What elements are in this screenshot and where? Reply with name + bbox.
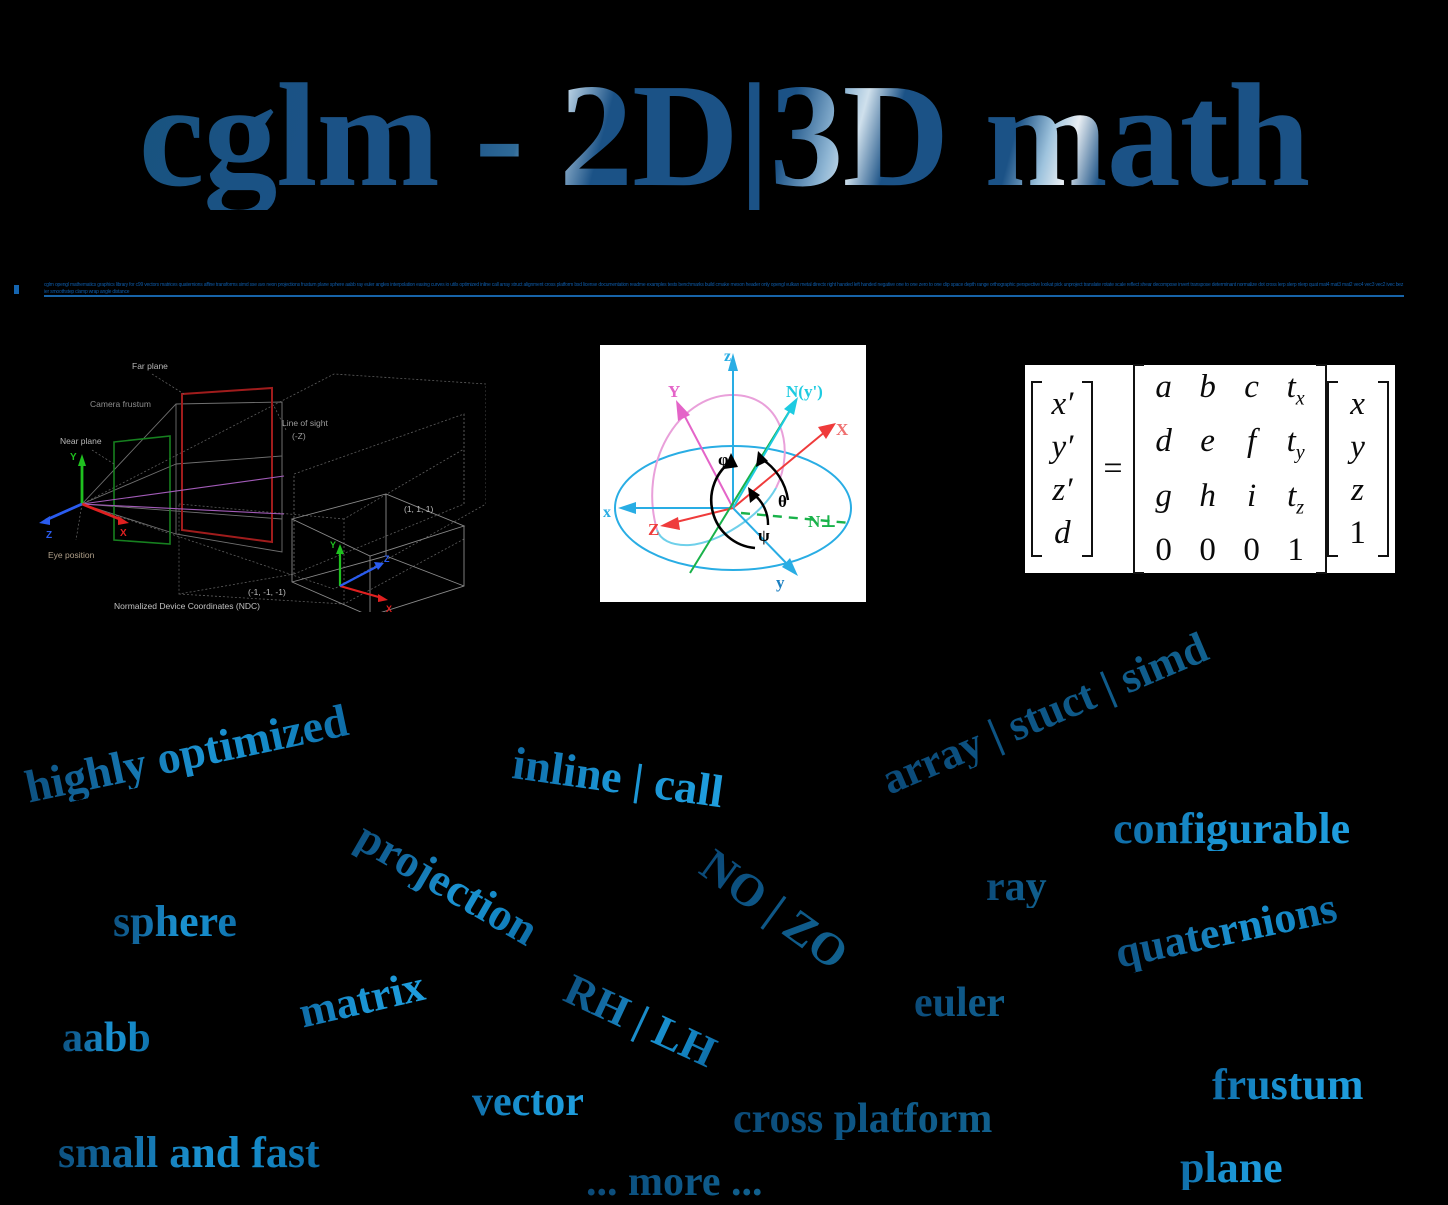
matrix-cell: x′ xyxy=(1051,386,1074,422)
feature-word-cloud: highly optimized inline | call array | stu… xyxy=(0,615,1448,1205)
separator: cglm opengl mathematics graphics library… xyxy=(0,282,1448,300)
wordcloud-tag: configurable xyxy=(1113,804,1351,853)
euler-svg: z x y Y X Z N(y') N⊥ φ θ ψ xyxy=(600,345,866,602)
matrix-cell: i xyxy=(1247,477,1257,514)
label-axis-z: Z xyxy=(46,530,52,541)
matrix-cell: c xyxy=(1244,368,1259,405)
result-vector-bracket: x′ y′ z′ d xyxy=(1031,381,1094,557)
wordcloud-tag: projection xyxy=(347,810,548,956)
wordcloud-tag: cross platform xyxy=(733,1096,993,1142)
label-fixed-z: z xyxy=(724,348,731,365)
frustum-svg: Far plane Camera frustum Near plane Line… xyxy=(39,361,486,612)
wordcloud-tag: frustum xyxy=(1212,1060,1364,1109)
label-body-X: X xyxy=(836,420,849,439)
wordcloud-tag: highly optimized xyxy=(20,694,353,813)
matrix-cell: y′ xyxy=(1051,429,1074,465)
matrix-cell: ty xyxy=(1286,423,1305,464)
separator-bullet-icon xyxy=(14,285,19,294)
wordcloud-tag: sphere xyxy=(113,897,237,946)
label-angle-theta: θ xyxy=(778,492,787,511)
label-eye-position: Eye position xyxy=(48,550,95,560)
separator-rule xyxy=(44,295,1404,297)
matrix-cell: 0 xyxy=(1243,532,1260,569)
matrix-cell: y xyxy=(1350,429,1365,465)
equals-sign: = xyxy=(1103,450,1123,487)
title-banner: cglm - 2D|3D math xyxy=(0,46,1448,226)
label-camera-frustum: Camera frustum xyxy=(90,399,151,409)
wordcloud-tag: inline | call xyxy=(509,737,727,818)
matrix-cell: 0 xyxy=(1199,532,1216,569)
label-axis-y: Y xyxy=(70,452,77,463)
label-line-of-sight-axis: (-Z) xyxy=(292,431,306,441)
matrix-cell: z xyxy=(1351,472,1365,508)
label-ndc-axis-x: X xyxy=(386,604,392,612)
label-ndc-min: (-1, -1, -1) xyxy=(248,587,286,597)
wordcloud-tag: NO | ZO xyxy=(691,838,858,980)
matrix-cell: 0 xyxy=(1155,532,1172,569)
label-fixed-x: x xyxy=(603,504,611,521)
input-vector-bracket: x y z 1 xyxy=(1326,381,1389,557)
matrix-cell: x xyxy=(1350,386,1365,422)
label-node-perp: N⊥ xyxy=(808,512,837,531)
label-axis-x: X xyxy=(120,528,127,539)
camera-frustum-ndc-diagram: Far plane Camera frustum Near plane Line… xyxy=(34,344,486,612)
label-angle-psi: ψ xyxy=(758,526,770,545)
matrix-cell: z′ xyxy=(1052,472,1073,508)
matrix-cell: f xyxy=(1247,423,1257,460)
wordcloud-tag: aabb xyxy=(62,1015,151,1061)
label-body-Z: Z xyxy=(648,520,659,539)
matrix-cell: tz xyxy=(1287,477,1305,519)
label-ndc-axis-z: Z xyxy=(384,554,390,564)
label-line-of-sight: Line of sight xyxy=(282,418,328,428)
matrix-cell: 1 xyxy=(1287,532,1304,569)
label-near-plane: Near plane xyxy=(60,436,102,446)
label-ndc-axis-y: Y xyxy=(330,540,336,550)
label-ndc-max: (1, 1, 1) xyxy=(404,504,433,514)
page-title: cglm - 2D|3D math xyxy=(138,54,1311,218)
wordcloud-tag: RH | LH xyxy=(556,964,724,1077)
matrix-cell: d xyxy=(1155,423,1172,460)
matrix-cell: b xyxy=(1199,368,1216,405)
wordcloud-tag: plane xyxy=(1180,1143,1283,1192)
affine-transform-matrix-equation: x′ y′ z′ d = a b c tx d e f ty g h i tz xyxy=(1025,363,1395,575)
label-node-line: N(y') xyxy=(786,382,823,401)
matrix-cell: 1 xyxy=(1349,515,1366,551)
transform-matrix-bracket: a b c tx d e f ty g h i tz 0 0 0 1 xyxy=(1132,363,1327,575)
separator-microtext: cglm opengl mathematics graphics library… xyxy=(44,282,1404,295)
matrix-cell: d xyxy=(1054,515,1071,551)
matrix-cell: a xyxy=(1155,368,1172,405)
matrix-equation: x′ y′ z′ d = a b c tx d e f ty g h i tz xyxy=(1031,363,1389,575)
wordcloud-tag: quaternions xyxy=(1110,882,1342,978)
euler-angles-diagram: z x y Y X Z N(y') N⊥ φ θ ψ xyxy=(600,345,866,602)
wordcloud-tag: euler xyxy=(914,980,1005,1026)
wordcloud-tag: matrix xyxy=(294,961,430,1038)
wordcloud-tag: small and fast xyxy=(58,1128,320,1177)
wordcloud-tag: array | stuct | simd xyxy=(874,622,1215,805)
label-far-plane: Far plane xyxy=(132,361,168,371)
label-body-Y: Y xyxy=(668,382,680,401)
matrix-cell: tx xyxy=(1286,368,1305,410)
label-ndc-caption: Normalized Device Coordinates (NDC) xyxy=(114,601,260,611)
matrix-cell: e xyxy=(1200,423,1215,460)
wordcloud-tag: vector xyxy=(472,1079,584,1125)
matrix-cell: h xyxy=(1199,477,1216,514)
wordcloud-tag: ray xyxy=(986,864,1047,910)
matrix-cell: g xyxy=(1155,477,1172,514)
label-fixed-y: y xyxy=(776,573,785,592)
wordcloud-tag: ... more ... xyxy=(586,1159,763,1205)
label-angle-phi: φ xyxy=(718,450,729,469)
